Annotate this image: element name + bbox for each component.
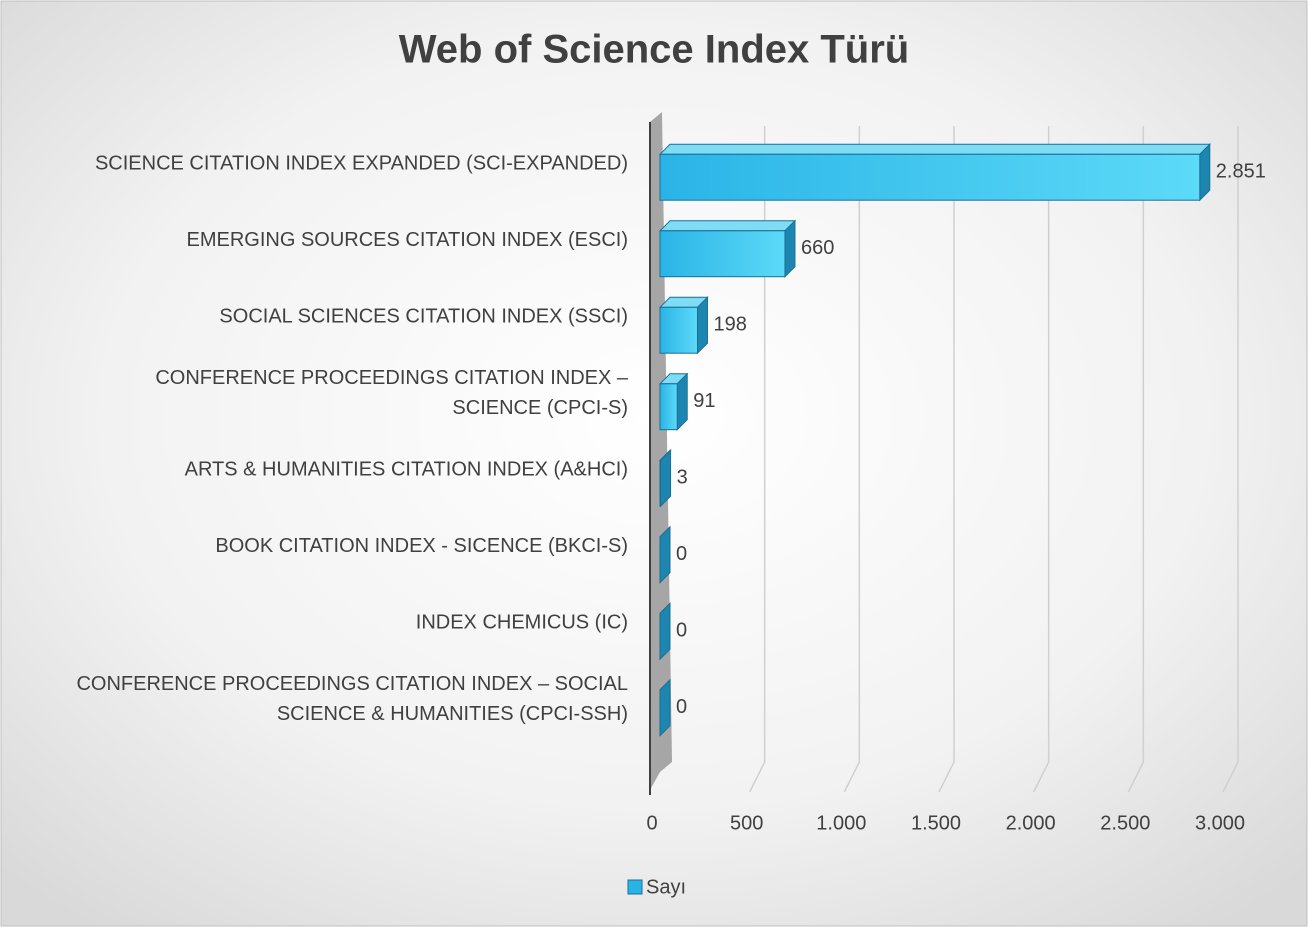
grid-line <box>1127 126 1145 793</box>
value-label: 0 <box>676 696 687 718</box>
x-tick-label: 3.000 <box>1195 812 1245 834</box>
grid-line <box>1032 126 1050 793</box>
category-label: CONFERENCE PROCEEDINGS CITATION INDEX – S… <box>155 367 629 419</box>
grid-line <box>843 126 861 793</box>
x-tick-label: 2.500 <box>1100 812 1150 834</box>
value-label: 3 <box>677 467 688 489</box>
category-label: CONFERENCE PROCEEDINGS CITATION INDEX – … <box>76 673 628 725</box>
category-label: SOCIAL SCIENCES CITATION INDEX (SSCI) <box>219 306 628 328</box>
category-label: EMERGING SOURCES CITATION INDEX (ESCI) <box>186 229 628 251</box>
value-label: 660 <box>801 237 834 259</box>
x-tick-label: 2.000 <box>1006 812 1056 834</box>
bar <box>658 143 1211 202</box>
grid-line <box>938 126 955 793</box>
bar <box>659 678 671 737</box>
category-label: SCIENCE CITATION INDEX EXPANDED (SCI-EXP… <box>95 153 628 175</box>
legend-label: Sayı <box>646 876 686 898</box>
category-label: ARTS & HUMANITIES CITATION INDEX (A&HCI) <box>185 459 628 481</box>
category-label: INDEX CHEMICUS (IC) <box>416 612 628 634</box>
chart-title: Web of Science Index Türü <box>399 28 909 72</box>
x-tick-label: 1.000 <box>816 812 866 834</box>
bar <box>658 449 672 508</box>
bar <box>658 296 709 355</box>
grid-line <box>1222 126 1239 793</box>
value-label: 0 <box>676 620 687 642</box>
grid-line <box>748 126 766 793</box>
value-label: 0 <box>676 543 687 565</box>
category-label: BOOK CITATION INDEX - SICENCE (BKCI-S) <box>215 535 628 557</box>
x-tick-label: 0 <box>646 812 657 834</box>
bar <box>659 525 671 584</box>
bar <box>658 372 689 431</box>
x-tick-label: 500 <box>730 812 763 834</box>
legend-swatch <box>627 879 643 895</box>
bar <box>658 219 797 278</box>
value-label: 91 <box>693 390 715 412</box>
value-label: 198 <box>713 314 746 336</box>
bar <box>659 602 671 661</box>
x-tick-label: 1.500 <box>911 812 961 834</box>
value-label: 2.851 <box>1216 161 1266 183</box>
